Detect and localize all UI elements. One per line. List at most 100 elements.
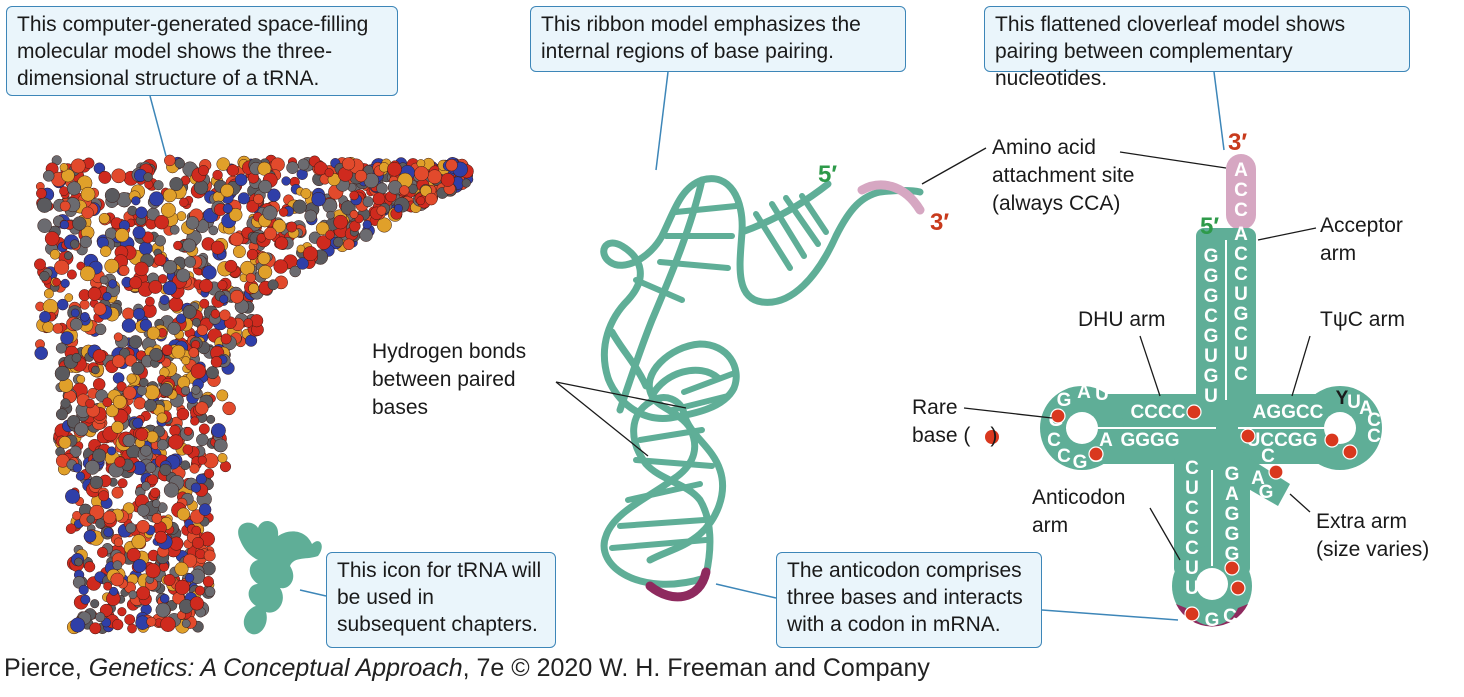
label-anticodon-arm: Anticodon arm [1032,486,1126,537]
atom-sphere [217,280,228,291]
atom-sphere [169,177,184,191]
atom-sphere [195,401,209,415]
callout-icon: This icon for tRNA will be used in subse… [326,552,556,648]
rare-base-dot [1186,404,1202,420]
atom-sphere [292,199,307,214]
cloverleaf-base: A [1099,430,1113,451]
atom-sphere [70,158,86,174]
atom-sphere [104,187,120,203]
atom-sphere [99,275,109,285]
atom-sphere [161,344,174,356]
atom-sphere [124,614,136,626]
atom-sphere [302,246,318,262]
atom-sphere [89,475,104,490]
atom-sphere [246,248,259,261]
atom-sphere [80,265,96,282]
atom-sphere [210,309,221,319]
atom-sphere [173,240,183,251]
atom-sphere [274,236,289,250]
atom-sphere [206,414,216,424]
atom-sphere [162,259,178,275]
ribbon-backbone [600,175,924,588]
atom-sphere [192,536,204,549]
atom-sphere [137,504,150,517]
atom-sphere [245,272,256,283]
atom-sphere [203,549,216,562]
atom-sphere [76,374,86,384]
ribbon-model [600,175,925,602]
atom-sphere [237,192,250,205]
atom-sphere [146,326,161,340]
atom-sphere [359,228,373,242]
tpsic-top-strand: AGGCC [1253,402,1324,423]
atom-sphere [164,154,176,167]
atom-sphere [461,178,471,188]
atom-sphere [117,478,128,489]
atom-sphere [376,217,392,233]
rare-base-dot [1184,606,1200,622]
atom-sphere [74,422,89,437]
atom-sphere [168,296,184,312]
atom-sphere [64,293,74,302]
atom-sphere [103,581,112,591]
atom-sphere [65,523,77,534]
ribbon-rungs [609,193,829,551]
cloverleaf-base: C [1367,410,1381,431]
leader-lines [555,147,1317,561]
atom-sphere [81,206,94,219]
atom-sphere [191,525,202,536]
atom-sphere [174,158,185,169]
cloverleaf-base: G [1225,524,1240,545]
atom-sphere [145,462,157,473]
atom-sphere [160,202,176,218]
atom-sphere [39,311,51,323]
atom-sphere [151,513,163,524]
atom-sphere [149,191,164,207]
ribbon-strand-2 [630,394,727,579]
atom-sphere [87,287,102,301]
cloverleaf-base: A [1251,468,1265,489]
atom-sphere [70,318,83,331]
legend-rare-dot [985,430,999,444]
atom-sphere [67,181,82,196]
cloverleaf-base: U [1347,392,1361,413]
rare-base-dot [1240,428,1256,444]
rare-base-dot [1050,408,1066,424]
atom-sphere [204,586,216,598]
atom-sphere [111,168,127,184]
label-tpsic-arm: TψC arm [1320,308,1405,331]
atom-sphere [354,169,368,183]
cloverleaf-base: U [1204,386,1218,407]
atom-sphere [154,235,166,247]
atom-sphere [257,161,272,176]
atom-sphere [182,444,194,455]
atom-sphere [193,180,209,195]
atom-sphere [115,228,130,243]
callout-anticodon: The anticodon comprises three bases and … [776,552,1042,648]
atom-sphere [167,321,181,335]
atom-sphere [70,308,80,318]
atom-sphere [84,561,96,573]
atom-sphere [112,354,126,368]
atom-sphere [199,298,210,309]
atom-sphere [89,622,102,635]
atom-sphere [159,593,170,604]
atom-sphere [72,216,87,231]
atom-sphere [190,363,207,379]
atom-sphere [163,482,179,498]
cloverleaf-base: G [1204,286,1219,307]
label-attachment-site: Amino acid attachment site (always CCA) [992,136,1135,215]
atom-sphere [267,279,279,291]
atom-sphere [376,182,388,195]
atom-sphere [86,515,96,524]
atom-sphere [202,576,214,588]
atom-sphere [133,396,146,410]
atom-sphere [55,408,68,421]
atom-sphere [58,436,72,449]
atom-sphere [210,356,223,368]
atom-sphere [216,157,230,171]
atom-sphere [145,296,155,307]
atom-sphere [343,238,355,251]
atom-sphere [245,334,258,347]
